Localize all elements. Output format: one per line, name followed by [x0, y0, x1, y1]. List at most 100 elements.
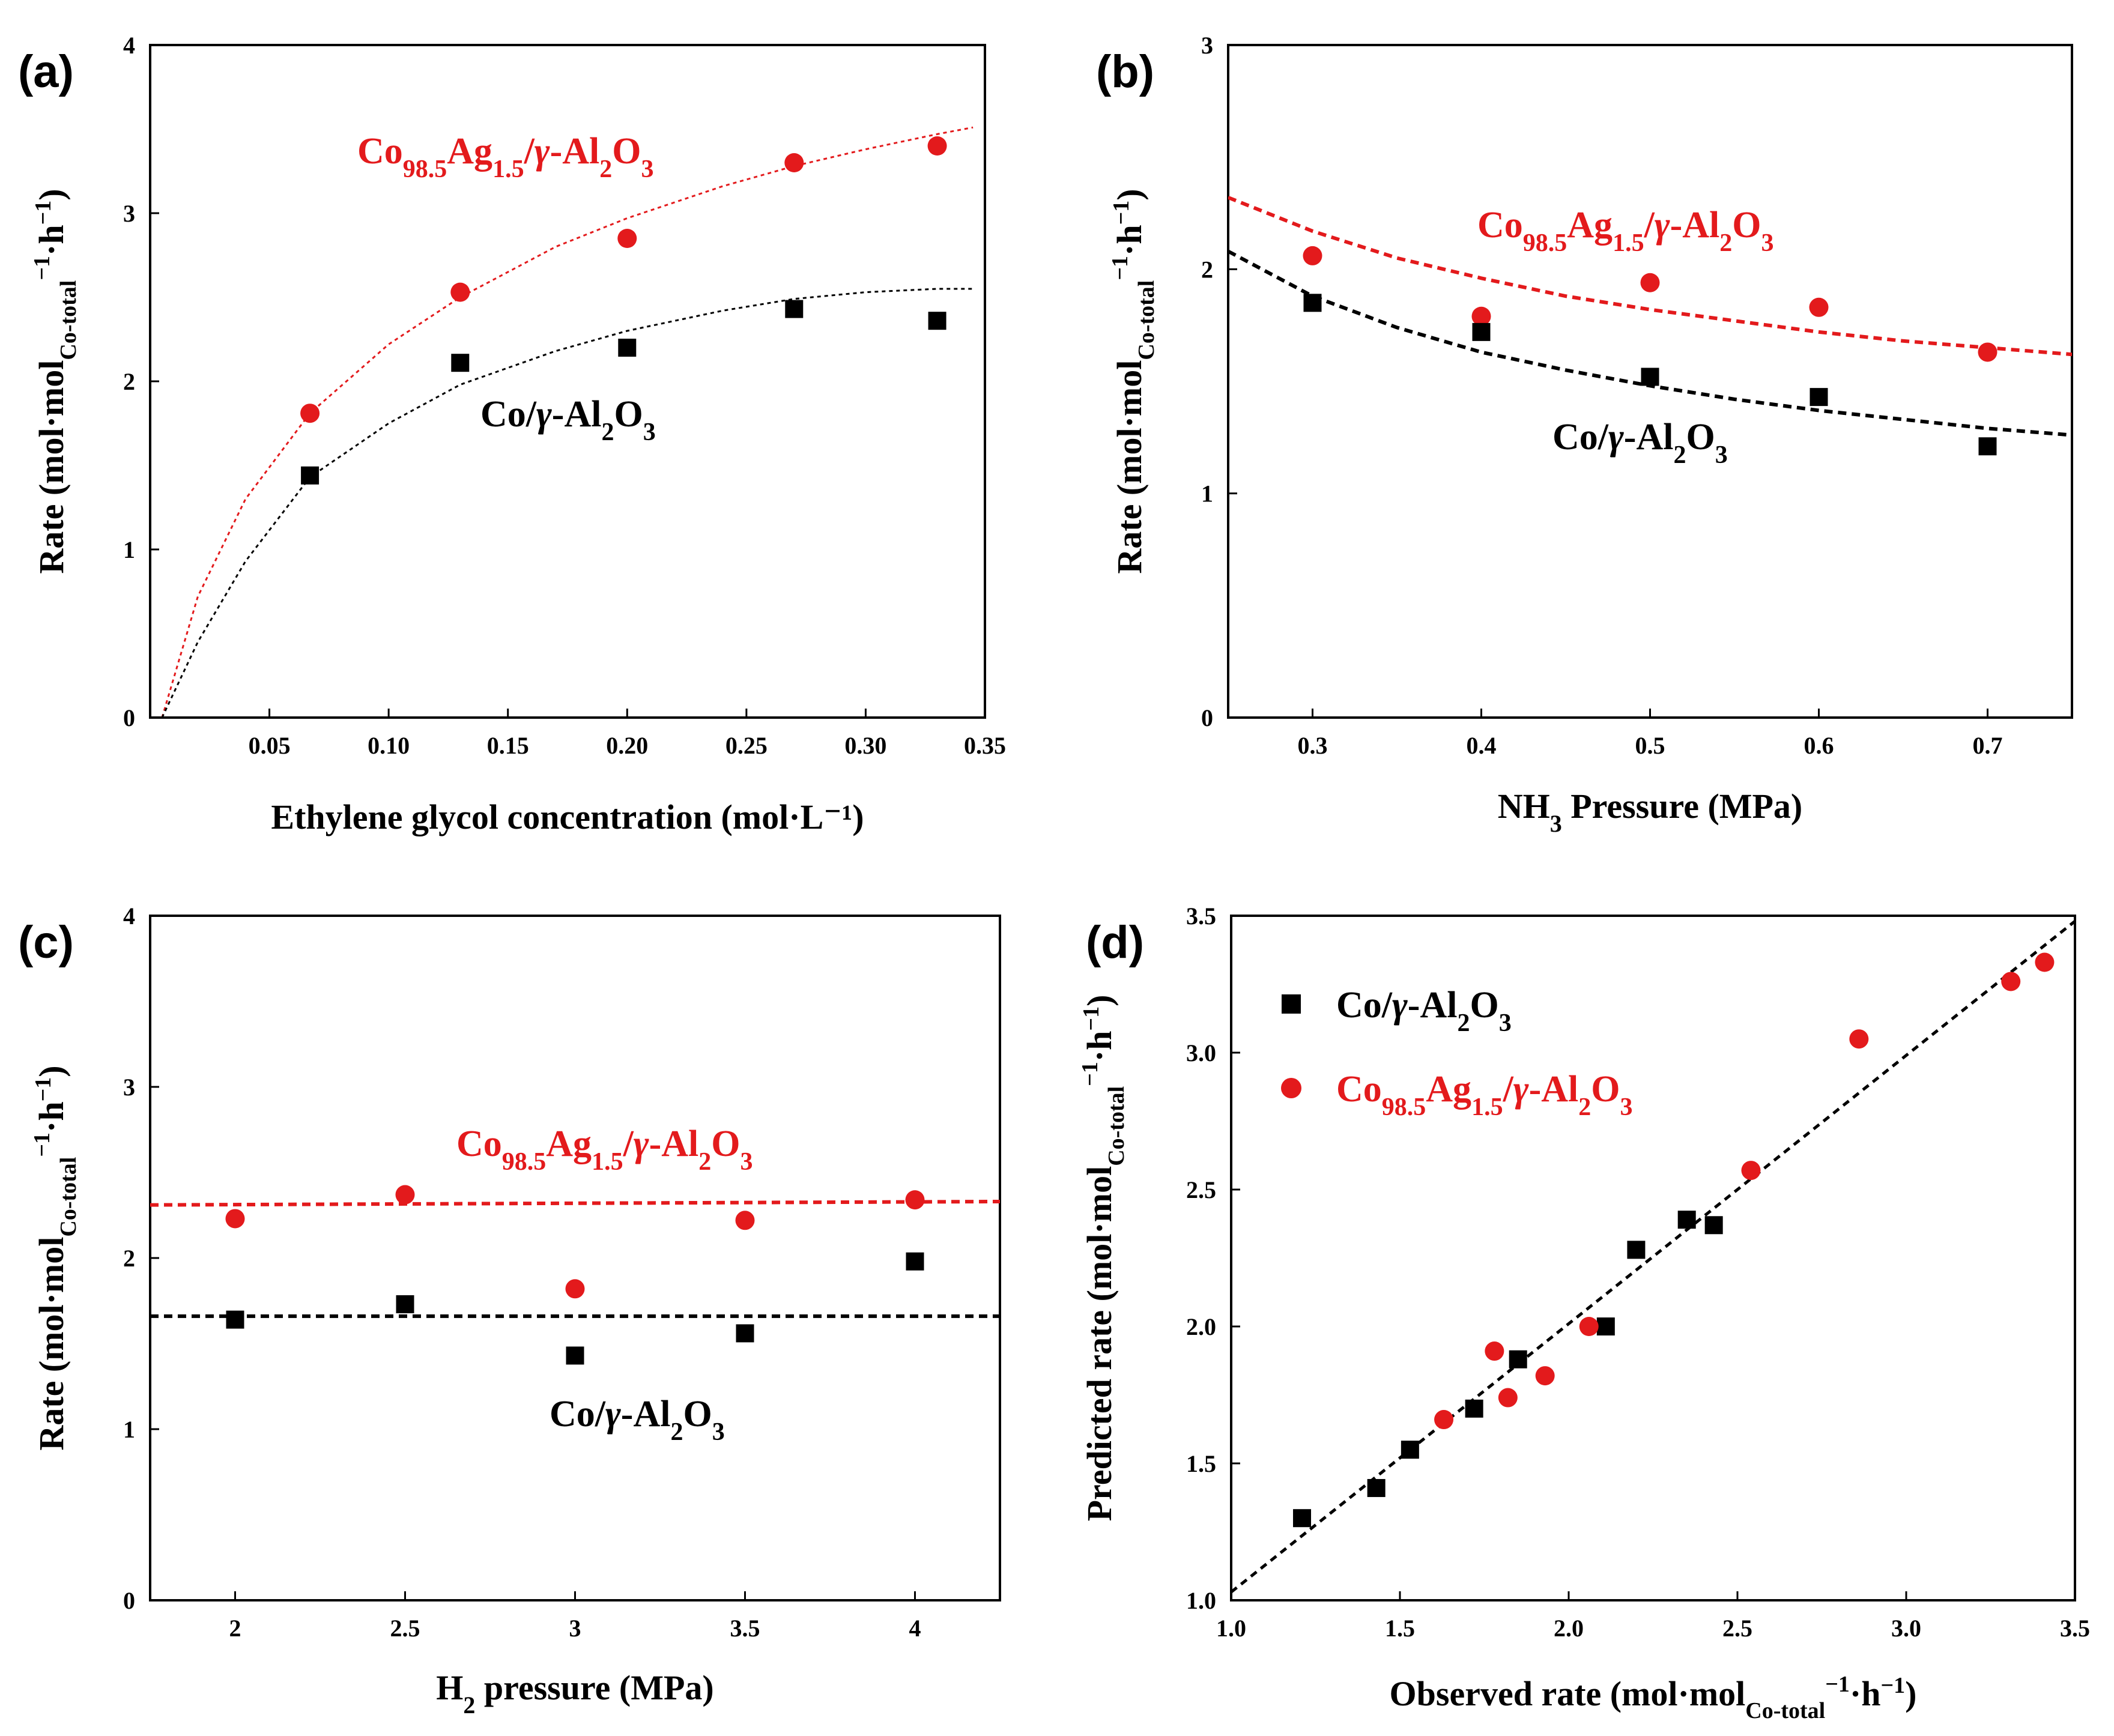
chart-panel-1: 0.05 0.10 0.15 0.20 0.25 0.30 0.35 0 1 2 3 4 (a) Ethy…	[18, 32, 1006, 836]
series-label-co: Co/γ-Al2O3	[480, 394, 656, 446]
data-point-square	[1641, 367, 1659, 386]
fit-line-red	[161, 126, 974, 718]
x-tick-label: 3.0	[1891, 1615, 1921, 1642]
y-tick-label: 3.0	[1186, 1039, 1216, 1066]
data-point-square	[1303, 294, 1322, 312]
data-point-circle	[565, 1279, 585, 1299]
data-point-square	[1509, 1350, 1527, 1369]
series-label-coag: Co98.5Ag1.5/γ-Al2O3	[357, 131, 653, 183]
data-point-square	[906, 1252, 924, 1271]
x-tick-label: 2.5	[1722, 1615, 1752, 1642]
data-point-circle	[1303, 246, 1322, 265]
data-point-circle	[2035, 952, 2055, 972]
data-point-square	[1465, 1399, 1483, 1418]
data-point-square	[1704, 1216, 1723, 1235]
y-tick-label: 2	[123, 1245, 135, 1272]
y-tick-label: 0	[123, 1587, 135, 1614]
data-point-square	[736, 1324, 754, 1343]
data-point-circle	[1485, 1341, 1504, 1361]
data-point-square	[1596, 1317, 1615, 1335]
y-axis-label: Rate (mol·molCo-total−1·h−1)	[29, 1065, 81, 1450]
x-tick-label: 3.5	[730, 1615, 760, 1642]
x-tick-label: 0.30	[844, 732, 886, 759]
data-point-square	[618, 339, 637, 357]
x-tick-label: 0.20	[606, 732, 648, 759]
data-point-square	[1810, 388, 1828, 407]
y-tick-label: 4	[123, 32, 135, 59]
chart-panel-2: 0.3 0.4 0.5 0.6 0.7 0 1 2 3 (b) NH3 Pressure (MPa)…	[1096, 32, 2073, 837]
data-point-circle	[1640, 273, 1660, 292]
data-point-circle	[395, 1185, 415, 1205]
y-tick-label: 1	[123, 1416, 135, 1443]
x-tick-label: 0.05	[249, 732, 291, 759]
y-tick-label: 0	[123, 704, 135, 731]
series-label-co: Co/γ-Al2O3	[550, 1394, 725, 1446]
x-tick-label: 1.5	[1385, 1615, 1415, 1642]
data-point-circle	[1809, 297, 1829, 317]
x-tick-label: 2.0	[1554, 1615, 1584, 1642]
y-tick-label: 2	[1201, 256, 1213, 283]
data-point-square	[1472, 322, 1491, 341]
legend-label: Co98.5Ag1.5/γ-Al2O3	[1336, 1069, 1632, 1121]
x-tick-label: 0.5	[1635, 732, 1665, 759]
data-point-circle	[1434, 1410, 1454, 1430]
x-axis-label: NH3 Pressure (MPa)	[1498, 787, 1803, 837]
legend-label: Co/γ-Al2O3	[1336, 985, 1512, 1037]
data-point-circle	[784, 153, 804, 172]
series-label-coag: Co98.5Ag1.5/γ-Al2O3	[456, 1124, 753, 1176]
data-point-square	[451, 354, 470, 372]
data-point-circle	[905, 1190, 925, 1210]
y-tick-label: 2.0	[1186, 1313, 1216, 1340]
legend-marker-square	[1282, 994, 1301, 1014]
data-point-circle	[300, 404, 320, 423]
x-tick-label: 0.3	[1298, 732, 1328, 759]
y-tick-label: 3.5	[1186, 903, 1216, 930]
legend: Co/γ-Al2O3 Co98.5Ag1.5/γ-Al2O3	[1281, 985, 1632, 1121]
data-point-square	[1401, 1441, 1419, 1459]
data-point-circle	[1471, 306, 1491, 326]
data-point-square	[396, 1295, 414, 1313]
legend-marker-circle	[1281, 1078, 1301, 1098]
x-tick-label: 0.35	[964, 732, 1006, 759]
data-point-circle	[1535, 1366, 1555, 1386]
data-point-circle	[450, 282, 470, 302]
x-tick-label: 0.15	[487, 732, 529, 759]
data-point-circle	[225, 1209, 245, 1229]
panel-label: (c)	[18, 917, 74, 968]
fit-line-red	[150, 1199, 1000, 1207]
y-axis-label: Rate (mol·molCo-total−1·h−1)	[29, 189, 81, 573]
data-point-square	[785, 300, 804, 318]
data-point-square	[1978, 437, 1997, 456]
series-label-coag: Co98.5Ag1.5/γ-Al2O3	[1477, 205, 1773, 257]
data-point-circle	[1498, 1388, 1518, 1408]
x-tick-label: 0.10	[368, 732, 410, 759]
chart-panel-4: 1.0 1.5 2.0 2.5 3.0 3.5 1.0 1.5 2.0 2.5 3.0 3.5 (d) O…	[1077, 903, 2090, 1723]
x-tick-label: 3	[569, 1615, 581, 1642]
x-tick-label: 2	[229, 1615, 241, 1642]
data-point-square	[1627, 1241, 1646, 1259]
y-tick-label: 2	[123, 368, 135, 395]
fit-line-red	[1228, 196, 2072, 357]
panel-label: (a)	[18, 46, 74, 97]
y-tick-label: 1.5	[1186, 1450, 1216, 1477]
y-tick-label: 3	[1201, 32, 1213, 59]
x-tick-label: 2.5	[390, 1615, 420, 1642]
x-axis-label: Observed rate (mol·molCo-total−1·h−1)	[1390, 1672, 1917, 1723]
data-point-circle	[617, 229, 637, 248]
y-axis-label: Rate (mol·molCo-total−1·h−1)	[1107, 189, 1159, 573]
y-tick-label: 0	[1201, 704, 1213, 731]
x-tick-label: 0.4	[1467, 732, 1497, 759]
x-axis-label: H2 pressure (MPa)	[436, 1668, 713, 1719]
plot-frame	[1230, 915, 2076, 1601]
x-axis-label: Ethylene glycol concentration (mol·L⁻¹)	[271, 797, 864, 836]
x-tick-label: 0.7	[1973, 732, 2003, 759]
y-axis-label: Predicted rate (mol·molCo-total−1·h−1)	[1077, 995, 1129, 1522]
data-point-circle	[1579, 1317, 1599, 1336]
y-tick-label: 2.5	[1186, 1176, 1216, 1203]
data-point-circle	[1741, 1161, 1761, 1181]
x-tick-label: 3.5	[2060, 1615, 2090, 1642]
y-tick-label: 1	[123, 536, 135, 563]
y-tick-label: 1	[1201, 480, 1213, 507]
x-tick-label: 1.0	[1216, 1615, 1246, 1642]
